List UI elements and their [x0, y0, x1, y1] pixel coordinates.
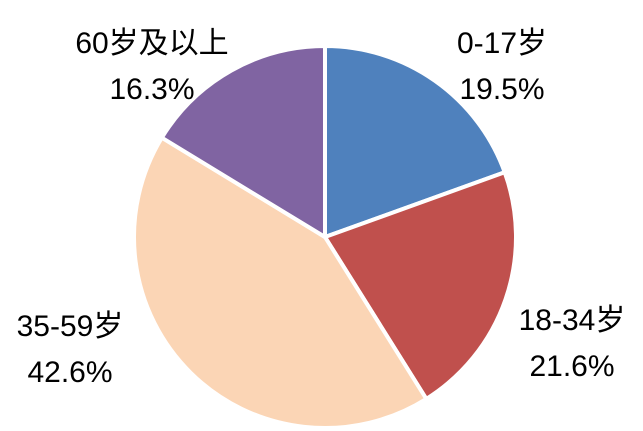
- slice-label: 0-17岁: [457, 27, 547, 60]
- slice-label: 35-59岁: [17, 310, 124, 343]
- value-label: 21.6%: [529, 350, 614, 383]
- pie-slice: [159, 44, 327, 239]
- pie-slice: [323, 170, 518, 401]
- slice-label: 18-34岁: [519, 304, 626, 337]
- value-label: 19.5%: [459, 73, 544, 106]
- slice-label: 60岁及以上: [75, 27, 228, 60]
- value-label: 42.6%: [27, 356, 112, 389]
- pie-slice: [132, 135, 429, 430]
- pie-slice: [323, 44, 507, 239]
- value-label: 16.3%: [109, 73, 194, 106]
